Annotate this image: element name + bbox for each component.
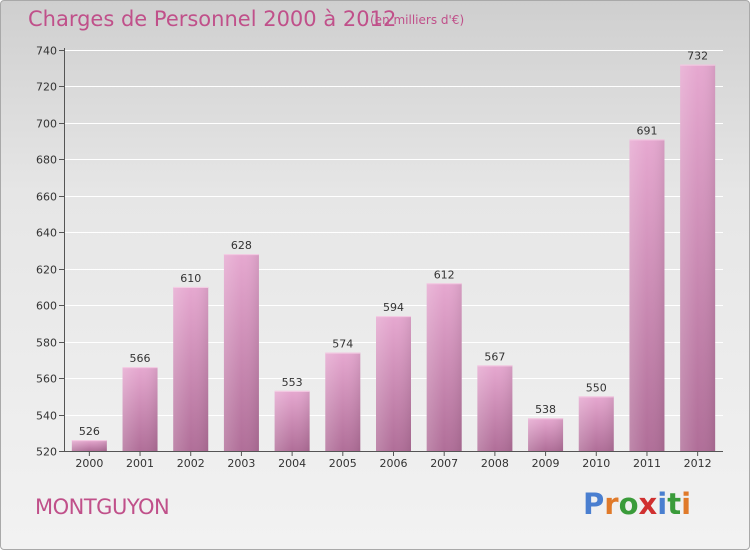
data-label-2011: 691 xyxy=(636,124,657,137)
x-tick-label: 2007 xyxy=(430,457,458,470)
bars xyxy=(71,64,716,451)
bar-shade-2012 xyxy=(680,64,716,451)
data-label-2005: 574 xyxy=(332,338,353,351)
bar-shade-2002 xyxy=(173,286,209,451)
data-label-2000: 526 xyxy=(79,425,100,438)
x-tick-label: 2003 xyxy=(227,457,255,470)
x-tick-label: 2002 xyxy=(177,457,205,470)
y-tick-label: 720 xyxy=(36,81,57,94)
x-tick-labels: 2000 2001 2002 2003 2004 2005 2006 2007 2008 2009… xyxy=(75,451,712,470)
data-labels: 526 566 610 628 553 574 594 612 567 538 550 691 732 xyxy=(79,50,708,438)
x-tick-label: 2012 xyxy=(684,457,712,470)
data-label-2009: 538 xyxy=(535,403,556,416)
chart-title: Charges de Personnel 2000 à 2012 xyxy=(28,7,397,31)
logo-letter: o xyxy=(618,487,639,521)
bar-shade-2010 xyxy=(578,396,614,451)
data-label-2010: 550 xyxy=(586,381,607,394)
y-tick-label: 560 xyxy=(36,373,57,386)
y-tick-label: 660 xyxy=(36,191,57,204)
x-tick-label: 2008 xyxy=(481,457,509,470)
y-tick-label: 680 xyxy=(36,154,57,167)
bar-shade-2004 xyxy=(274,390,310,451)
bar-shade-2005 xyxy=(325,352,361,451)
bar-shade-2008 xyxy=(477,365,513,451)
x-tick-label: 2000 xyxy=(75,457,103,470)
bar-shade-2011 xyxy=(629,139,665,451)
bar-shade-2006 xyxy=(376,316,411,451)
data-label-2002: 610 xyxy=(180,272,201,285)
y-tick-label: 640 xyxy=(36,227,57,240)
y-tick-label: 580 xyxy=(36,337,57,350)
x-tick-label: 2001 xyxy=(126,457,154,470)
place-name: MONTGUYON xyxy=(35,495,170,519)
x-tick-label: 2011 xyxy=(633,457,661,470)
y-tick-label: 600 xyxy=(36,300,57,313)
data-label-2012: 732 xyxy=(687,50,708,63)
data-label-2008: 567 xyxy=(484,350,505,363)
y-tick-label: 540 xyxy=(36,410,57,423)
y-tick-label: 740 xyxy=(36,45,57,58)
logo-letter: x xyxy=(638,487,658,521)
data-label-2006: 594 xyxy=(383,301,404,314)
y-tick-label: 620 xyxy=(36,264,57,277)
logo-letter: P xyxy=(583,487,605,521)
bar-shade-2007 xyxy=(426,283,462,451)
y-tick-label: 520 xyxy=(36,446,57,459)
x-tick-label: 2006 xyxy=(380,457,408,470)
bar-shade-2009 xyxy=(528,418,564,451)
y-tick-labels: 520 540 560 580 600 620 640 660 680 700 720 740 xyxy=(36,45,57,459)
x-tick-label: 2010 xyxy=(582,457,610,470)
data-label-2004: 553 xyxy=(282,376,303,389)
data-label-2007: 612 xyxy=(434,268,455,281)
data-label-2001: 566 xyxy=(130,352,151,365)
y-tick-label: 700 xyxy=(36,118,57,131)
x-tick-label: 2009 xyxy=(532,457,560,470)
bar-shade-2000 xyxy=(71,440,107,451)
x-tick-label: 2004 xyxy=(278,457,306,470)
chart-subtitle: (en milliers d'€) xyxy=(370,13,465,27)
x-tick-label: 2005 xyxy=(329,457,357,470)
proxiti-logo: Proxiti xyxy=(583,487,691,521)
logo-letter: r xyxy=(604,487,619,521)
bar-shade-2003 xyxy=(223,254,259,451)
logo-letter: t xyxy=(667,487,682,521)
logo-letter: i xyxy=(681,487,692,521)
data-label-2003: 628 xyxy=(231,239,252,252)
bar-shade-2001 xyxy=(122,367,158,451)
logo-letter: i xyxy=(657,487,668,521)
